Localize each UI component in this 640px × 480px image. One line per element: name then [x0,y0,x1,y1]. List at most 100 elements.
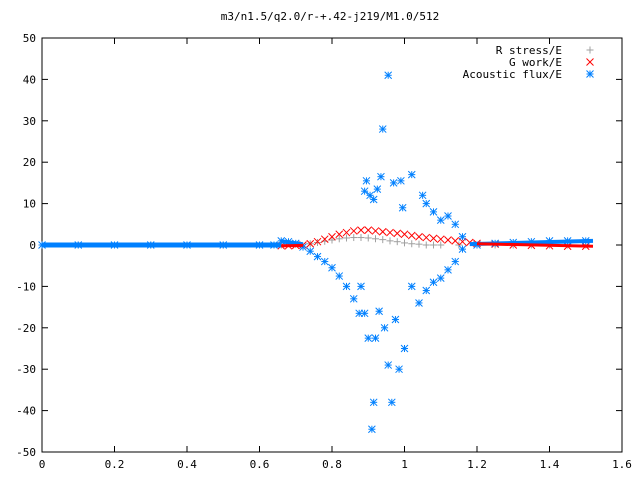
x-tick-label: 0.4 [177,458,197,471]
data-point [357,234,365,242]
x-tick-label: 1.4 [540,458,560,471]
y-tick-label: 10 [23,198,36,211]
legend-marker [586,46,594,54]
legend-marker [586,58,594,66]
series-acoustic-flux-e [38,71,590,434]
chart-title: m3/n1.5/q2.0/r-+.42-j219/M1.0/512 [221,10,440,23]
data-point [328,236,336,244]
legend-item-g-work-e: G work/E [509,56,594,69]
data-point [451,237,460,245]
data-point [373,185,382,193]
legend-item-r-stress-e: R stress/E [496,44,594,57]
data-point [378,125,387,133]
data-point [444,236,452,244]
data-point [398,203,407,212]
data-point [430,241,437,249]
data-point [372,235,379,243]
y-tick-label: -20 [16,322,36,335]
data-point [364,334,373,343]
data-point [458,245,467,253]
legend-item-acoustic-flux-e: Acoustic flux/E [463,68,594,81]
y-tick-label: 20 [23,156,36,169]
x-tick-label: 1 [401,458,408,471]
axes: 0 0.2 0.4 0.6 0.8 1 1.2 1.4 1.6 50 40 30 20 10 0 -10 -20… [16,32,632,471]
data-point [436,216,445,225]
data-point [320,235,329,244]
data-point [436,274,445,282]
data-point [342,228,351,237]
data-point [369,195,378,204]
data-point [355,309,364,318]
data-point [357,282,365,291]
data-point [314,239,321,247]
data-point [350,234,358,242]
data-point [335,230,344,239]
data-point [386,237,394,245]
data-point [342,282,351,291]
data-point [375,307,383,316]
data-point [429,208,438,216]
data-point [422,286,431,295]
data-point [387,398,396,407]
data-point [357,226,365,234]
data-point [360,187,369,196]
data-point [349,227,358,235]
y-tick-label: 40 [23,73,36,86]
data-point [362,176,371,185]
data-point [386,228,394,237]
data-marks [38,71,594,434]
data-point [407,282,416,291]
legend-marker [586,70,594,78]
data-point [313,237,322,246]
data-point [408,240,416,248]
data-point [379,236,387,244]
data-point [384,71,393,80]
data-point [400,344,409,353]
data-point [401,239,408,247]
legend-label: R stress/E [496,44,562,57]
data-point [436,235,445,244]
data-point [343,234,350,242]
data-point [306,239,315,248]
data-point [451,257,460,266]
data-point [328,263,336,272]
data-point [364,234,372,242]
data-point [371,334,380,343]
series-baseline-band [42,238,594,248]
data-point [391,315,400,324]
data-point [320,257,329,266]
data-point [377,172,385,181]
y-tick-label: 0 [29,239,36,252]
data-point [444,265,452,274]
data-point [400,230,409,239]
data-point [437,241,445,249]
data-point [306,247,315,256]
data-point [444,212,452,220]
data-point [380,323,389,332]
x-tick-label: 0 [39,458,46,471]
legend-label: G work/E [509,56,562,69]
gwork-band-right [476,242,594,248]
y-tick-label: -30 [16,363,36,376]
y-tick-label: 30 [23,115,36,128]
y-tick-label: 50 [23,32,36,45]
data-point [384,361,393,369]
data-point [458,232,467,241]
y-tick-label: -40 [16,405,36,418]
baseline-band-bump [280,239,304,247]
data-point [328,232,336,241]
data-point [368,425,376,434]
legend-label: Acoustic flux/E [463,68,562,81]
data-point [415,232,423,241]
data-point [364,226,373,234]
data-point [371,227,380,235]
data-point [422,199,431,208]
data-point [415,299,423,307]
data-point [395,365,403,374]
data-point [393,229,402,238]
data-point [422,233,431,242]
x-tick-label: 1.2 [467,458,487,471]
data-point [313,252,322,261]
